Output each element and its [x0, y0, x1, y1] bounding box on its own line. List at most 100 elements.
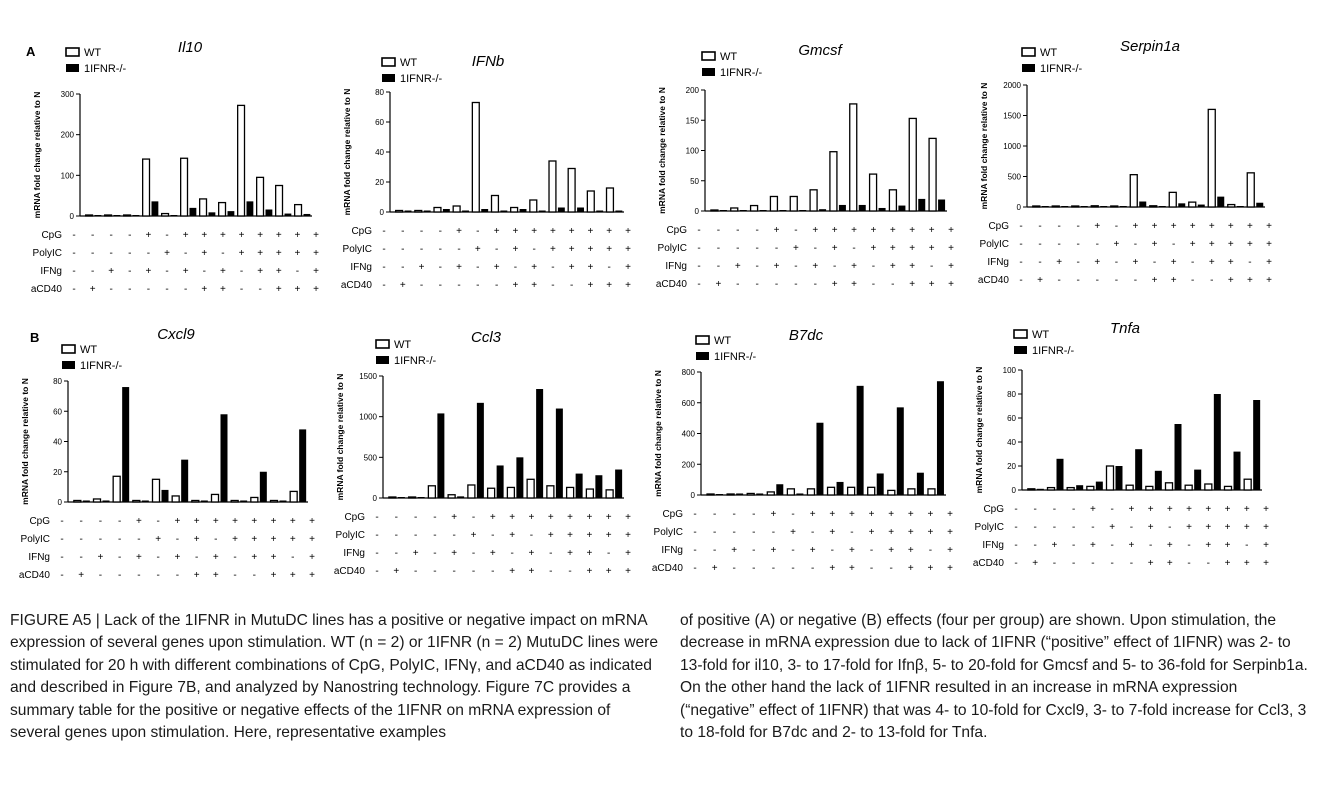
- condition-mark: -: [420, 226, 423, 237]
- y-tick-label: 0: [695, 207, 700, 216]
- condition-mark: -: [203, 266, 206, 277]
- condition-mark: -: [1057, 239, 1060, 250]
- bar-ko: [442, 209, 450, 212]
- legend-label-wt: WT: [720, 51, 737, 63]
- condition-mark: +: [586, 548, 592, 559]
- bar-wt: [826, 486, 836, 496]
- bar-ko: [284, 213, 292, 216]
- bar-ko: [94, 215, 102, 216]
- condition-mark: +: [194, 570, 200, 581]
- condition-mark: +: [1152, 221, 1158, 232]
- y-tick-label: 0: [373, 494, 378, 503]
- condition-mark: -: [80, 534, 83, 545]
- condition-mark: +: [1228, 257, 1234, 268]
- bar-wt: [726, 493, 735, 496]
- condition-mark: -: [476, 262, 479, 273]
- bar-ko: [776, 484, 784, 495]
- condition-mark: -: [929, 545, 932, 556]
- bar-ko: [736, 493, 744, 495]
- condition-mark: -: [1153, 257, 1156, 268]
- condition-mark: +: [829, 509, 835, 520]
- condition-mark: +: [251, 516, 257, 527]
- y-tick-label: 40: [1007, 438, 1016, 447]
- condition-mark: +: [1094, 257, 1100, 268]
- condition-mark: -: [147, 284, 150, 295]
- bar-wt: [605, 489, 614, 499]
- condition-mark: +: [1171, 275, 1177, 286]
- bar-ko: [1076, 485, 1084, 490]
- condition-mark: +: [475, 244, 481, 255]
- condition-mark: +: [927, 509, 933, 520]
- bar-wt: [887, 489, 896, 496]
- condition-mark: +: [512, 280, 518, 291]
- condition-mark: -: [1077, 221, 1080, 232]
- condition-label: PolyIC: [33, 248, 62, 259]
- bar-ko: [1174, 424, 1182, 490]
- condition-mark: +: [136, 516, 142, 527]
- y-tick-label: 60: [1007, 414, 1016, 423]
- bar-ko: [1061, 206, 1069, 207]
- condition-mark: -: [755, 279, 758, 290]
- bar-ko: [739, 210, 747, 211]
- condition-mark: -: [195, 552, 198, 563]
- condition-mark: -: [713, 509, 716, 520]
- condition-label: CpG: [344, 512, 365, 523]
- legend-swatch-ko: [702, 68, 715, 76]
- condition-mark: +: [146, 266, 152, 277]
- bar-wt: [867, 486, 876, 496]
- condition-mark: -: [72, 266, 75, 277]
- condition-mark: +: [294, 284, 300, 295]
- bar-wt: [927, 488, 936, 496]
- condition-mark: +: [456, 262, 462, 273]
- bar-ko: [279, 500, 287, 502]
- bar-ko: [82, 500, 90, 502]
- condition-mark: +: [494, 262, 500, 273]
- condition-mark: +: [220, 284, 226, 295]
- condition-mark: +: [947, 545, 953, 556]
- condition-mark: -: [1019, 239, 1022, 250]
- bar-wt: [180, 157, 189, 217]
- condition-mark: -: [495, 244, 498, 255]
- condition-mark: +: [1205, 504, 1211, 515]
- condition-mark: -: [794, 279, 797, 290]
- condition-label: aCD40: [978, 275, 1010, 286]
- condition-mark: +: [271, 534, 277, 545]
- bar-ko: [227, 211, 235, 216]
- legend-label-ko: 1IFNR-/-: [400, 73, 443, 85]
- condition-mark: +: [888, 545, 894, 556]
- bar-ko: [1158, 206, 1166, 207]
- condition-mark: -: [1115, 257, 1118, 268]
- condition-mark: -: [1149, 540, 1152, 551]
- condition-mark: -: [453, 566, 456, 577]
- condition-mark: +: [313, 230, 319, 241]
- condition-mark: -: [1019, 257, 1022, 268]
- condition-mark: -: [549, 548, 552, 559]
- condition-mark: +: [146, 230, 152, 241]
- condition-mark: +: [810, 509, 816, 520]
- panel-label-a: A: [26, 44, 36, 59]
- condition-label: CpG: [351, 226, 372, 237]
- condition-mark: -: [472, 548, 475, 559]
- condition-mark: +: [531, 226, 537, 237]
- condition-mark: -: [1072, 558, 1075, 569]
- bar-ko: [615, 210, 623, 212]
- condition-mark: -: [1014, 522, 1017, 533]
- legend-label-ko: 1IFNR-/-: [80, 360, 123, 372]
- bar-ko: [555, 408, 563, 498]
- y-axis-label: mRNA fold change relative to N: [974, 367, 984, 494]
- condition-label: PolyIC: [658, 243, 687, 254]
- condition-mark: +: [908, 509, 914, 520]
- condition-label: aCD40: [973, 558, 1005, 569]
- condition-mark: +: [1152, 239, 1158, 250]
- condition-mark: -: [184, 284, 187, 295]
- condition-mark: -: [1091, 522, 1094, 533]
- bar-wt: [1086, 485, 1095, 491]
- bar-ko: [1256, 202, 1264, 207]
- condition-mark: -: [433, 566, 436, 577]
- bar-wt: [789, 195, 798, 212]
- condition-mark: +: [869, 527, 875, 538]
- condition-mark: +: [1263, 558, 1269, 569]
- condition-mark: +: [606, 512, 612, 523]
- condition-mark: +: [294, 248, 300, 259]
- condition-label: CpG: [662, 509, 683, 520]
